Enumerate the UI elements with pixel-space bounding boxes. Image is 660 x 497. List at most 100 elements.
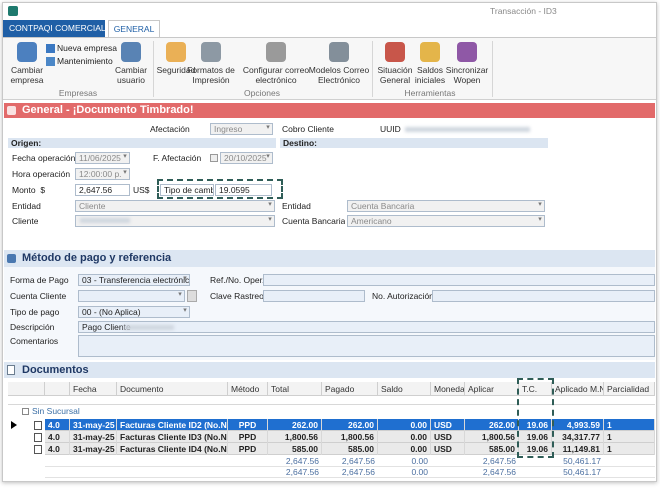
table-cell[interactable]: Facturas Cliente ID2 (No.N01... (117, 419, 228, 431)
table-cell[interactable]: 262.00 (322, 419, 378, 431)
input-field[interactable] (432, 290, 655, 302)
input-field[interactable]: Americano (347, 215, 545, 227)
table-cell[interactable]: 4.0 (45, 419, 70, 431)
ribbon-button-label[interactable]: Cambiar usuario (114, 66, 148, 85)
filter-row[interactable] (8, 396, 655, 405)
table-cell[interactable]: PPD (228, 419, 268, 431)
table-cell[interactable]: USD (431, 431, 465, 443)
ribbon-small-icon[interactable] (46, 57, 55, 66)
column-header[interactable]: Moneda (431, 382, 465, 396)
table-cell[interactable]: 1 (604, 419, 655, 431)
input-field[interactable]: Cuenta Bancaria (347, 200, 545, 212)
table-cell[interactable]: 585.00 (322, 443, 378, 455)
table-cell[interactable]: 1,800.56 (322, 431, 378, 443)
ribbon-icon[interactable] (121, 42, 141, 62)
ribbon-button-label[interactable]: Modelos Correo Electrónico (308, 66, 370, 85)
ribbon-small-button[interactable]: Mantenimiento (57, 56, 113, 66)
input-field[interactable]: 03 - Transferencia electrónica d (78, 274, 190, 286)
ribbon-icon[interactable] (457, 42, 477, 62)
column-header[interactable]: Documento (117, 382, 228, 396)
ribbon-icon[interactable] (385, 42, 405, 62)
ribbon-icon[interactable] (166, 42, 186, 62)
table-cell[interactable]: 262.00 (465, 419, 519, 431)
dropdown-arrow[interactable]: ▾ (266, 124, 270, 131)
input-field[interactable]: 20/10/2025 (220, 152, 273, 164)
ribbon-icon[interactable] (201, 42, 221, 62)
tab[interactable]: GENERAL (108, 20, 160, 37)
ribbon-icon[interactable] (17, 42, 37, 62)
table-cell[interactable]: 0.00 (378, 419, 431, 431)
column-header[interactable]: Método (228, 382, 268, 396)
table-cell[interactable]: USD (431, 443, 465, 455)
table-row[interactable] (45, 419, 655, 431)
table-cell[interactable]: 1 (604, 443, 655, 455)
ribbon-small-icon[interactable] (46, 44, 55, 53)
table-cell[interactable]: 19.06 (519, 431, 552, 443)
dropdown-arrow[interactable]: ▾ (123, 169, 127, 176)
input-field[interactable]: Ingreso (210, 123, 273, 135)
table-cell[interactable]: 11,149.81 (552, 443, 604, 455)
dropdown-arrow[interactable]: ▾ (123, 153, 127, 160)
column-header[interactable]: T.C. (519, 382, 552, 396)
dropdown-arrow[interactable]: ▾ (268, 201, 272, 208)
table-cell[interactable]: PPD (228, 443, 268, 455)
table-row[interactable] (45, 431, 655, 443)
ribbon-button-label[interactable]: Situación General (377, 66, 413, 85)
ribbon-button-label[interactable]: Formatos de Impresión (187, 66, 235, 85)
checkbox[interactable] (210, 154, 218, 162)
table-cell[interactable]: 19.06 (519, 419, 552, 431)
table-cell[interactable]: 4.0 (45, 443, 70, 455)
ribbon-button-label[interactable]: Sincronizar Wopen (445, 66, 489, 85)
dropdown-arrow[interactable]: ▾ (538, 216, 542, 223)
table-cell[interactable]: 4,993.59 (552, 419, 604, 431)
tab[interactable]: CONTPAQI COMERCIAL (3, 20, 105, 37)
column-header[interactable]: Pagado (322, 382, 378, 396)
table-cell[interactable]: Facturas Cliente ID4 (No.N01... (117, 443, 228, 455)
dropdown-arrow[interactable]: ▾ (268, 216, 272, 223)
column-header[interactable]: Aplicado M.N. (552, 382, 604, 396)
column-header[interactable]: Parcialidad (604, 382, 655, 396)
column-header[interactable]: Saldo (378, 382, 431, 396)
input-field[interactable]: Tipo de cambio (160, 184, 214, 196)
button[interactable] (187, 290, 197, 302)
ribbon-button-label[interactable]: Saldos iniciales (414, 66, 446, 85)
table-cell[interactable]: PPD (228, 431, 268, 443)
ribbon-icon[interactable] (329, 42, 349, 62)
dropdown-arrow[interactable]: ▾ (266, 153, 270, 160)
table-cell[interactable]: 0.00 (378, 431, 431, 443)
table-cell[interactable]: 1 (604, 431, 655, 443)
table-cell[interactable]: 34,317.77 (552, 431, 604, 443)
input-field[interactable] (78, 335, 655, 357)
input-field[interactable]: 12:00:00 p. (75, 168, 130, 180)
dropdown-arrow[interactable]: ▾ (538, 201, 542, 208)
table-cell[interactable]: Facturas Cliente ID3 (No.N01... (117, 431, 228, 443)
input-field[interactable]: 2,647.56 (75, 184, 130, 196)
table-cell[interactable]: 0.00 (378, 443, 431, 455)
input-field[interactable]: 19.0595 (215, 184, 272, 196)
input-field[interactable] (263, 274, 655, 286)
table-cell[interactable]: 1,800.56 (268, 431, 322, 443)
column-header[interactable]: Fecha (70, 382, 117, 396)
table-cell[interactable]: 31-may-25 (70, 419, 117, 431)
input-field[interactable]: Pago Cliente (78, 321, 655, 333)
table-cell[interactable]: 19.06 (519, 443, 552, 455)
table-cell[interactable]: 585.00 (465, 443, 519, 455)
table-cell[interactable]: USD (431, 419, 465, 431)
group-expander[interactable] (22, 408, 29, 415)
dropdown-arrow[interactable]: ▾ (183, 275, 187, 282)
input-field[interactable] (78, 290, 185, 302)
ribbon-button-label[interactable]: Configurar correo electrónico (242, 66, 310, 85)
table-cell[interactable]: 1,800.56 (465, 431, 519, 443)
table-cell[interactable]: 31-may-25 (70, 431, 117, 443)
table-cell[interactable]: 585.00 (268, 443, 322, 455)
table-cell[interactable]: 4.0 (45, 431, 70, 443)
dropdown-arrow[interactable]: ▾ (183, 307, 187, 314)
input-field[interactable]: 00 - (No Aplica) (78, 306, 190, 318)
ribbon-icon[interactable] (266, 42, 286, 62)
ribbon-small-button[interactable]: Nueva empresa (57, 43, 117, 53)
table-cell[interactable]: 31-may-25 (70, 443, 117, 455)
dropdown-arrow[interactable]: ▾ (178, 291, 182, 298)
ribbon-button-label[interactable]: Cambiar empresa (10, 66, 44, 85)
column-header[interactable]: Total (268, 382, 322, 396)
ribbon-icon[interactable] (420, 42, 440, 62)
